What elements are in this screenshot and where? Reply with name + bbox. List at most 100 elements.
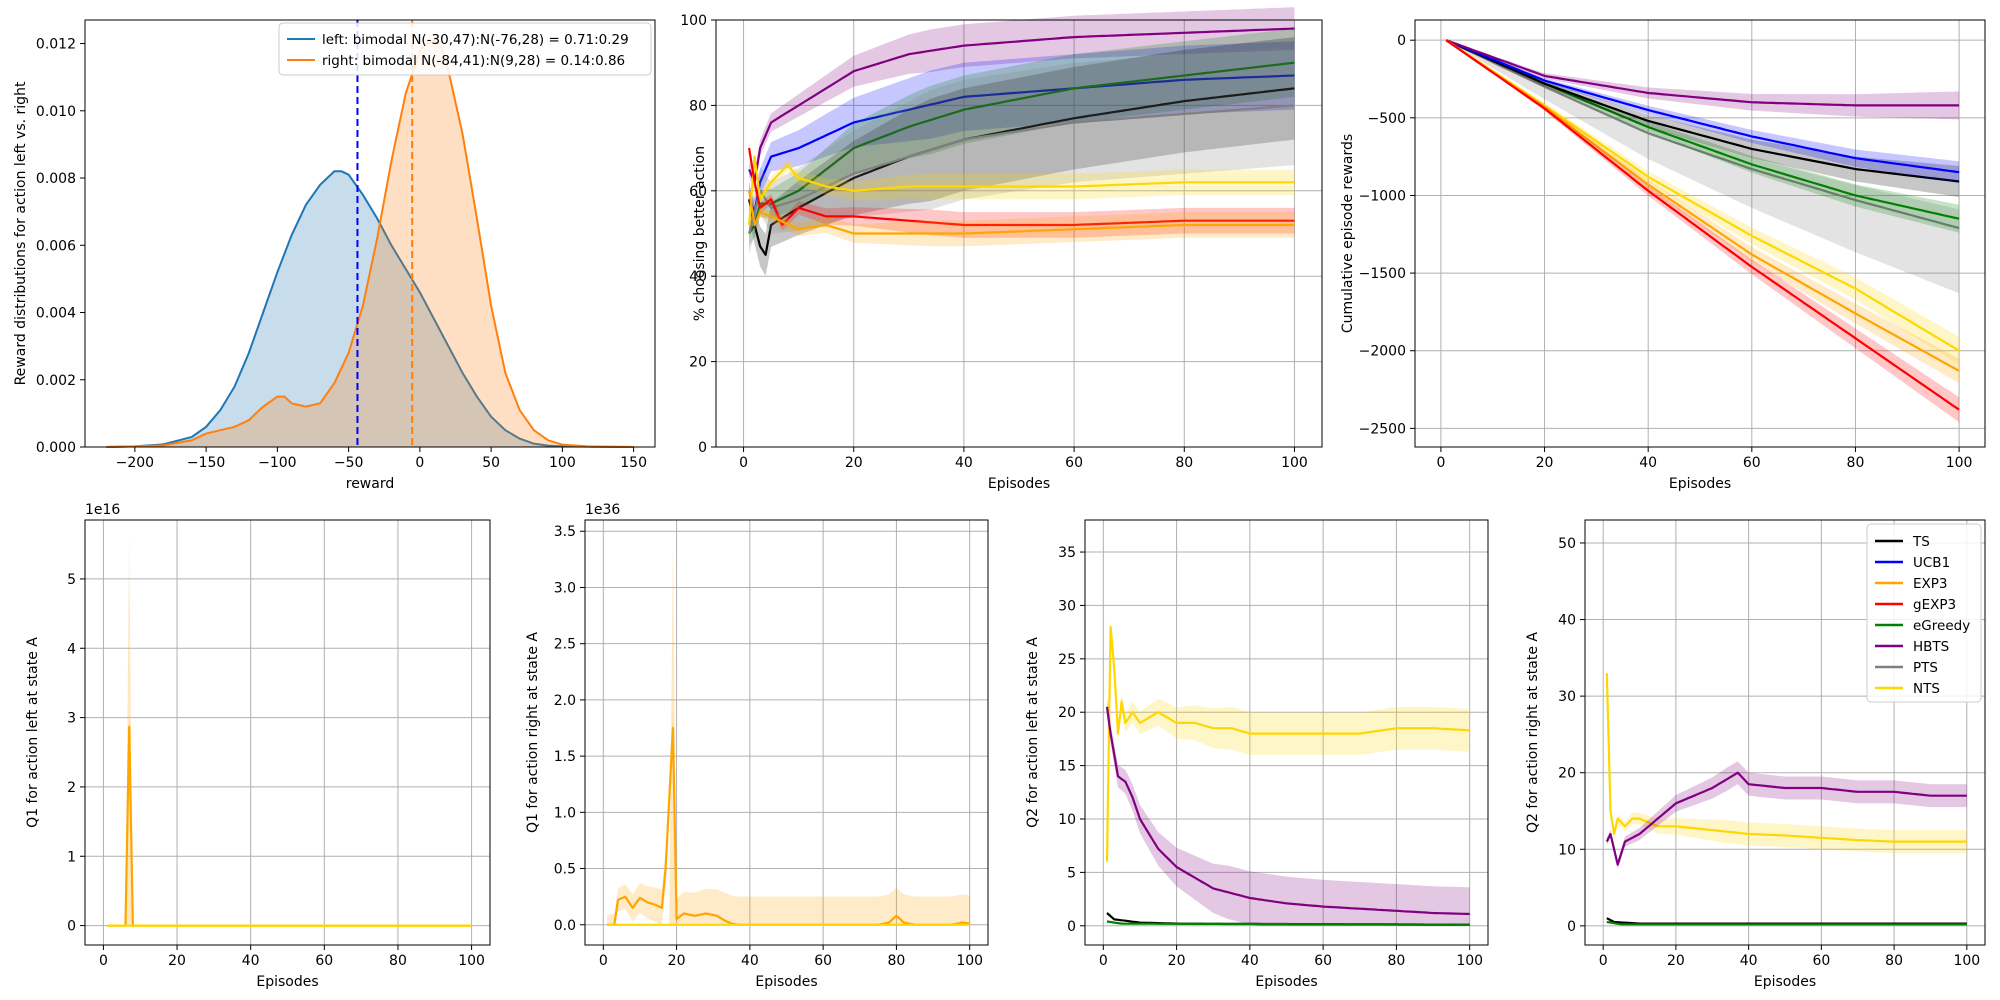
y-axis-label: Q2 for action left at state A: [1025, 637, 1041, 828]
x-tick-label: 80: [1387, 953, 1405, 969]
legend-label: gEXP3: [1913, 597, 1956, 613]
y-tick-label: 3: [67, 711, 76, 727]
legend-label: PTS: [1913, 660, 1938, 676]
series-line-TS: [1445, 39, 1960, 183]
legend-label: right: bimodal N(-84,41):N(9,28) = 0.14:…: [322, 53, 625, 69]
y-tick-label: 50: [1558, 536, 1576, 552]
chart-p3: 0 20 40 60 80 100 −2500 −2000 −1500 −1000 −500 0 Epi…: [1340, 19, 1986, 492]
x-tick-label: 40: [741, 953, 759, 969]
y-axis-label: Q1 for action right at state A: [525, 632, 541, 833]
x-tick-label: 0: [599, 953, 608, 969]
x-tick-label: 20: [1168, 953, 1186, 969]
x-tick-label: 60: [1065, 455, 1083, 471]
legend-label: EXP3: [1913, 576, 1948, 592]
x-tick-label: 0: [1099, 953, 1108, 969]
y-tick-label: 1.5: [554, 749, 576, 765]
x-tick-label: 60: [1743, 455, 1761, 471]
y-tick-label: −1500: [1359, 266, 1406, 282]
series-line-NTS: [1605, 673, 1967, 843]
band-NTS: [1106, 618, 1470, 870]
axes-frame: [84, 519, 491, 946]
y-tick-label: 40: [689, 269, 707, 285]
y-tick-label: 4: [67, 641, 76, 657]
band-HBTS: [749, 7, 1295, 191]
x-axis-label: Episodes: [1669, 476, 1731, 492]
y-tick-label: 0: [1397, 33, 1406, 49]
series-line-EXP3: [107, 725, 472, 927]
band-EXP3: [606, 708, 970, 925]
chart-p1: −200 −150 −100 −50 0 50 100 150 0.000 0.002 0.004 0…: [13, 19, 656, 492]
x-tick-label: 40: [1639, 455, 1657, 471]
y-tick-label: 25: [1058, 652, 1076, 668]
y-tick-label: −2000: [1359, 344, 1406, 360]
y-tick-label: 0.000: [36, 440, 76, 456]
band-UCB1: [749, 41, 1295, 225]
axis-offset-label: 1e36: [585, 502, 620, 518]
x-tick-label: 0: [99, 953, 108, 969]
legend-label: UCB1: [1913, 555, 1950, 571]
x-tick-label: 100: [458, 953, 485, 969]
y-tick-label: 0: [67, 919, 76, 935]
chart-p7: 0 20 40 60 80 100 0 10 20 30 40 50 Episodes Q2 for ac…: [1525, 519, 1986, 990]
y-tick-label: 0.5: [554, 862, 576, 878]
series-line-NTS: [1105, 625, 1470, 862]
series-line-HBTS: [748, 27, 1295, 184]
series-line-EXP3: [1445, 39, 1960, 372]
legend-label: eGreedy: [1913, 618, 1970, 634]
series-line-HBTS: [1605, 771, 1967, 866]
series-line-PTS: [748, 104, 1295, 234]
x-axis-label: reward: [346, 476, 395, 492]
density-line-right: [106, 38, 634, 448]
band-HBTS: [1606, 761, 1967, 870]
y-tick-label: 3.0: [554, 580, 576, 596]
density-line-left: [106, 170, 634, 448]
band-PTS: [749, 45, 1295, 255]
y-tick-label: 0.0: [554, 918, 576, 934]
series-line-NTS: [1445, 39, 1960, 352]
band-HBTS: [1446, 40, 1960, 120]
x-tick-label: 40: [242, 953, 260, 969]
band-EXP3: [749, 186, 1295, 247]
y-tick-label: 0.008: [36, 171, 76, 187]
y-tick-label: 10: [1558, 842, 1576, 858]
y-tick-label: 60: [689, 184, 707, 200]
y-tick-label: 10: [1058, 812, 1076, 828]
x-tick-label: 80: [1847, 455, 1865, 471]
x-tick-label: 0: [1599, 953, 1608, 969]
series-line-TS: [748, 87, 1295, 256]
y-tick-label: 5: [67, 572, 76, 588]
x-tick-label: 150: [620, 455, 647, 471]
x-tick-label: 0: [739, 455, 748, 471]
x-tick-label: 100: [1281, 455, 1308, 471]
x-tick-label: 100: [1953, 953, 1980, 969]
band-NTS: [1606, 669, 1967, 854]
x-tick-label: 40: [1740, 953, 1758, 969]
y-tick-label: 30: [1558, 689, 1576, 705]
y-tick-label: 2: [67, 780, 76, 796]
y-tick-label: 0: [1567, 919, 1576, 935]
x-tick-label: 20: [668, 953, 686, 969]
series-line-UCB1: [748, 74, 1295, 214]
x-tick-label: 80: [887, 953, 905, 969]
x-tick-label: 80: [1885, 953, 1903, 969]
series-line-eGreedy: [1106, 920, 1470, 926]
x-tick-label: 40: [1241, 953, 1259, 969]
y-tick-label: −2500: [1359, 421, 1406, 437]
band-PTS: [1446, 40, 1960, 294]
series-line-HBTS: [1445, 39, 1960, 107]
x-tick-label: 100: [1456, 953, 1483, 969]
y-tick-label: 0.012: [36, 37, 76, 53]
series-line-TS: [1606, 917, 1967, 925]
x-tick-label: 60: [814, 953, 832, 969]
y-axis-label: Q1 for action left at state A: [25, 637, 41, 828]
y-tick-label: 1.0: [554, 805, 576, 821]
chart-p4: 0 20 40 60 80 100 0 1 2 3 4 5 Episodes Q1 for action …: [25, 502, 491, 990]
series-line-gEXP3: [1445, 39, 1960, 411]
chart-p2: 0 20 40 60 80 100 0 20 40 60 80 100 Episodes % choosi…: [680, 7, 1323, 492]
y-tick-label: 1: [67, 849, 76, 865]
y-tick-label: 0: [1067, 919, 1076, 935]
axes-frame: [1584, 519, 1986, 946]
x-tick-label: 40: [955, 455, 973, 471]
density-fill-right: [106, 40, 634, 448]
